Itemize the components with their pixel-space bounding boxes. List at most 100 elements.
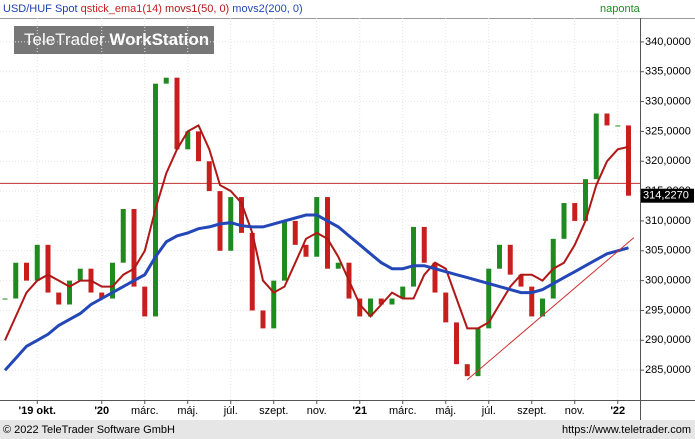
y-tick-label: 310,0000 [645,215,691,227]
moving-average-line [3,213,629,372]
y-tick-label: 285,0000 [645,364,691,376]
x-tick-label: '21 [352,405,367,417]
candle [120,209,126,263]
x-tick-label: szept. [517,405,546,417]
candle [153,83,158,317]
x-tick-label: '22 [610,405,625,417]
x-tick-label: '19 okt. [19,405,56,417]
candle [77,268,83,281]
x-tick-label: nov. [307,405,327,417]
candle [34,244,40,281]
x-tick-label: máj. [177,405,198,417]
candle [163,77,169,84]
x-tick-label: szept. [259,405,288,417]
candle [615,125,621,127]
candle [56,292,62,305]
candle [583,179,588,221]
candle [443,292,449,323]
x-tick-label: júl. [223,405,238,417]
last-price-label: 314,2270 [643,190,689,202]
candle [454,322,459,365]
candle [518,274,524,287]
candle [626,125,631,196]
candle [593,113,599,180]
footer-left: © 2022 TeleTrader Software GmbH [3,424,175,436]
candle [432,262,438,293]
candle [196,131,201,162]
candle [217,191,223,251]
logo: TeleTrader WorkStation [14,26,214,54]
candle [45,244,51,293]
candle [110,262,115,299]
title-part: USD/HUF Spot [3,3,78,15]
candle [389,298,395,305]
candle [368,298,373,317]
candle [335,262,341,269]
candle [2,298,8,300]
candle [314,197,320,257]
candle [475,328,481,377]
y-tick-label: 305,0000 [645,245,691,257]
candle [131,209,137,287]
candle [142,286,148,317]
candle [357,298,363,317]
chart-title: USD/HUF Spot qstick_ema1(14) movs1(50, 0… [3,3,303,15]
candle [561,203,567,239]
candle [540,298,545,317]
candle [604,113,610,126]
x-tick-label: júl. [481,405,496,417]
period-label: naponta [600,3,641,15]
x-tick-label: nov. [565,405,585,417]
legend-entry: movs2(200, 0) [232,3,302,15]
candle [174,77,180,150]
y-tick-label: 335,0000 [645,66,691,78]
candle [303,244,309,257]
last-price-box [641,188,694,203]
y-tick-label: 290,0000 [645,334,691,346]
candle [239,197,244,233]
title-part: qstick_ema1(14) [81,3,162,15]
footer-right: https://www.teletrader.com [562,424,691,436]
candle [421,226,427,263]
candle [292,220,298,245]
candle [282,220,287,281]
trend-line [466,237,635,381]
candle [99,292,105,299]
candle [185,131,191,150]
y-tick-label: 330,0000 [645,95,691,107]
footer-bar [0,420,695,439]
y-tick-label: 320,0000 [645,155,691,167]
candle [486,268,492,329]
candle [249,232,255,311]
legend-entry: movs1(50, 0) [165,3,229,15]
x-tick-label: máj. [435,405,456,417]
candle [378,298,384,305]
x-tick-label: márc. [389,405,417,417]
candle [67,280,72,305]
candle [325,197,330,269]
candle [206,161,212,192]
x-tick-label: márc. [131,405,159,417]
logo-text: TeleTrader WorkStation [24,30,209,49]
y-tick-label: 295,0000 [645,304,691,316]
candle [260,310,266,329]
candle [572,203,578,221]
y-tick-label: 300,0000 [645,275,691,287]
candle [13,262,19,299]
y-tick-label: 340,0000 [645,36,691,48]
candle [497,244,502,269]
logo-brand: TeleTrader [24,30,105,49]
candle [400,286,406,299]
x-tick-label: '20 [94,405,109,417]
plot-area: 285,0000 290,0000 295,0000 300,0000 305,0000… [0,18,694,417]
candle [507,244,513,275]
logo-product: WorkStation [109,30,209,49]
candle [464,364,470,377]
candle [411,226,416,287]
logo-box [14,26,214,54]
candle [24,262,29,281]
candle [529,286,535,317]
y-tick-label: 325,0000 [645,125,691,137]
